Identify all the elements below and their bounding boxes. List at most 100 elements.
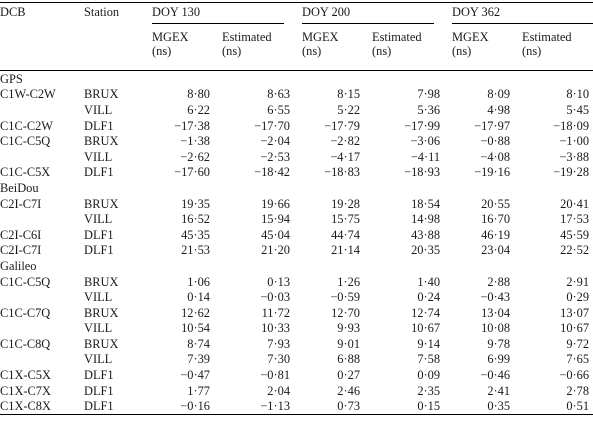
- cell-estimated: −17·70: [254, 118, 291, 133]
- cell-mgex: 21·53: [181, 243, 210, 258]
- header-mgex-362: MGEX (ns): [444, 27, 515, 71]
- table-row: C1C-C2W DLF1 −17·38 −17·70 −17·79 −17·99 −17·9…: [0, 118, 593, 134]
- cell-estimated: 17·53: [560, 212, 590, 227]
- cell-estimated: −17·99: [404, 118, 441, 133]
- cell-mgex: −0·16: [144, 398, 214, 416]
- header-est-label: Estimated: [372, 30, 422, 44]
- cell-mgex: −19·16: [474, 165, 511, 180]
- header-station: Station: [84, 2, 144, 27]
- cell-station: BRUX: [84, 196, 119, 211]
- cell-estimated: 2·35: [417, 383, 441, 398]
- cell-estimated: −0·81: [260, 368, 291, 383]
- section-row: Galileo: [0, 258, 593, 274]
- header-doy-362: DOY 362: [444, 2, 593, 27]
- cell-mgex: −17·79: [324, 118, 361, 133]
- cell-estimated: 0·51: [514, 398, 593, 416]
- cell-estimated: 11·72: [261, 305, 291, 320]
- cell-dcb: C1X-C5X: [0, 368, 51, 383]
- cell-station: BRUX: [84, 305, 119, 320]
- header-doy-362-label: DOY 362: [452, 5, 593, 24]
- cell-estimated: 12·74: [411, 305, 441, 320]
- cell-mgex: 1·26: [337, 274, 361, 289]
- cell-estimated: 5·36: [417, 102, 441, 117]
- table-row: VILL 16·52 15·94 15·75 14·98 16·70 17·53: [0, 211, 593, 227]
- cell-mgex: −0·46: [480, 368, 511, 383]
- header-doy-130: DOY 130: [144, 2, 295, 27]
- cell-estimated: 0·29: [566, 290, 590, 305]
- cell-mgex: 21·14: [331, 243, 361, 258]
- cell-station: DLF1: [84, 368, 114, 383]
- cell-mgex: 2·41: [487, 383, 511, 398]
- header-mgex-label: MGEX: [452, 30, 489, 44]
- header-est-label: Estimated: [222, 30, 272, 44]
- cell-station: DLF1: [84, 398, 144, 416]
- section-row: GPS: [0, 71, 593, 87]
- cell-mgex: −0·43: [480, 290, 511, 305]
- cell-mgex: 16·70: [481, 212, 511, 227]
- cell-estimated: 5·45: [566, 102, 590, 117]
- cell-mgex: −17·60: [174, 165, 210, 180]
- section-title: BeiDou: [0, 180, 39, 195]
- cell-dcb: [0, 352, 84, 368]
- cell-mgex: 8·74: [187, 336, 210, 351]
- cell-estimated: 15·94: [261, 212, 291, 227]
- cell-mgex: 0·35: [444, 398, 515, 416]
- cell-station: VILL: [84, 290, 113, 305]
- cell-estimated: −18·09: [553, 118, 590, 133]
- cell-estimated: −18·93: [404, 165, 441, 180]
- cell-estimated: 20·41: [560, 196, 590, 211]
- table-row: C1C-C5Q BRUX 1·06 0·13 1·26 1·40 2·88 2·91: [0, 274, 593, 290]
- cell-mgex: 0·73: [294, 398, 365, 416]
- cell-mgex: 15·75: [331, 212, 361, 227]
- cell-estimated: 14·98: [411, 212, 441, 227]
- cell-estimated: −0·03: [260, 290, 291, 305]
- cell-mgex: 4·98: [487, 102, 511, 117]
- cell-dcb: [0, 211, 84, 227]
- cell-mgex: 6·88: [337, 352, 361, 367]
- cell-estimated: −18·42: [254, 165, 291, 180]
- cell-dcb: C2I-C7I: [0, 196, 42, 211]
- cell-dcb: C1C-C5X: [0, 165, 51, 180]
- cell-estimated: 21·20: [261, 243, 291, 258]
- section-title: Galileo: [0, 258, 37, 273]
- cell-dcb: C2I-C6I: [0, 227, 42, 242]
- cell-estimated: 2·78: [566, 383, 590, 398]
- cell-dcb: [0, 149, 84, 165]
- cell-mgex: 6·22: [187, 102, 210, 117]
- cell-mgex: 46·19: [481, 227, 511, 242]
- cell-mgex: 1·06: [187, 274, 210, 289]
- cell-mgex: 20·55: [481, 196, 511, 211]
- cell-mgex: 9·01: [337, 336, 361, 351]
- cell-station: VILL: [84, 321, 113, 336]
- cell-mgex: −4·08: [480, 149, 511, 164]
- cell-estimated: 7·98: [417, 87, 441, 102]
- cell-station: DLF1: [84, 118, 114, 133]
- cell-estimated: 0·15: [364, 398, 445, 416]
- cell-mgex: −2·62: [180, 149, 210, 164]
- header-dcb: DCB: [0, 2, 84, 27]
- section-title: GPS: [0, 71, 23, 86]
- cell-dcb: [0, 321, 84, 337]
- cell-mgex: −0·59: [330, 290, 361, 305]
- cell-mgex: 8·15: [337, 87, 361, 102]
- cell-mgex: 45·35: [181, 227, 210, 242]
- cell-dcb: C1C-C8Q: [0, 336, 51, 351]
- table-row: C1W-C2W BRUX 8·80 8·63 8·15 7·98 8·09 8·10: [0, 87, 593, 103]
- cell-estimated: 10·33: [261, 321, 291, 336]
- cell-estimated: −4·11: [410, 149, 441, 164]
- cell-estimated: −2·53: [260, 149, 291, 164]
- table-body: GPS C1W-C2W BRUX 8·80 8·63 8·15 7·98 8·09 8·10 VI…: [0, 71, 593, 416]
- table-row: VILL 0·14 −0·03 −0·59 0·24 −0·43 0·29: [0, 289, 593, 305]
- header-est-label: Estimated: [522, 30, 572, 44]
- cell-estimated: 8·10: [566, 87, 590, 102]
- cell-dcb: C1C-C7Q: [0, 305, 51, 320]
- cell-mgex: −17·38: [174, 118, 210, 133]
- cell-estimated: 0·09: [417, 368, 441, 383]
- table-row: C1C-C5Q BRUX −1·38 −2·04 −2·82 −3·06 −0·88 −1·0…: [0, 133, 593, 149]
- table-row: C1C-C5X DLF1 −17·60 −18·42 −18·83 −18·93 −19·1…: [0, 165, 593, 181]
- cell-estimated: 0·13: [267, 274, 291, 289]
- table-row: VILL 10·54 10·33 9·93 10·67 10·08 10·67: [0, 321, 593, 337]
- cell-estimated: 2·91: [566, 274, 590, 289]
- cell-estimated: 7·30: [267, 352, 291, 367]
- cell-estimated: 10·67: [560, 321, 590, 336]
